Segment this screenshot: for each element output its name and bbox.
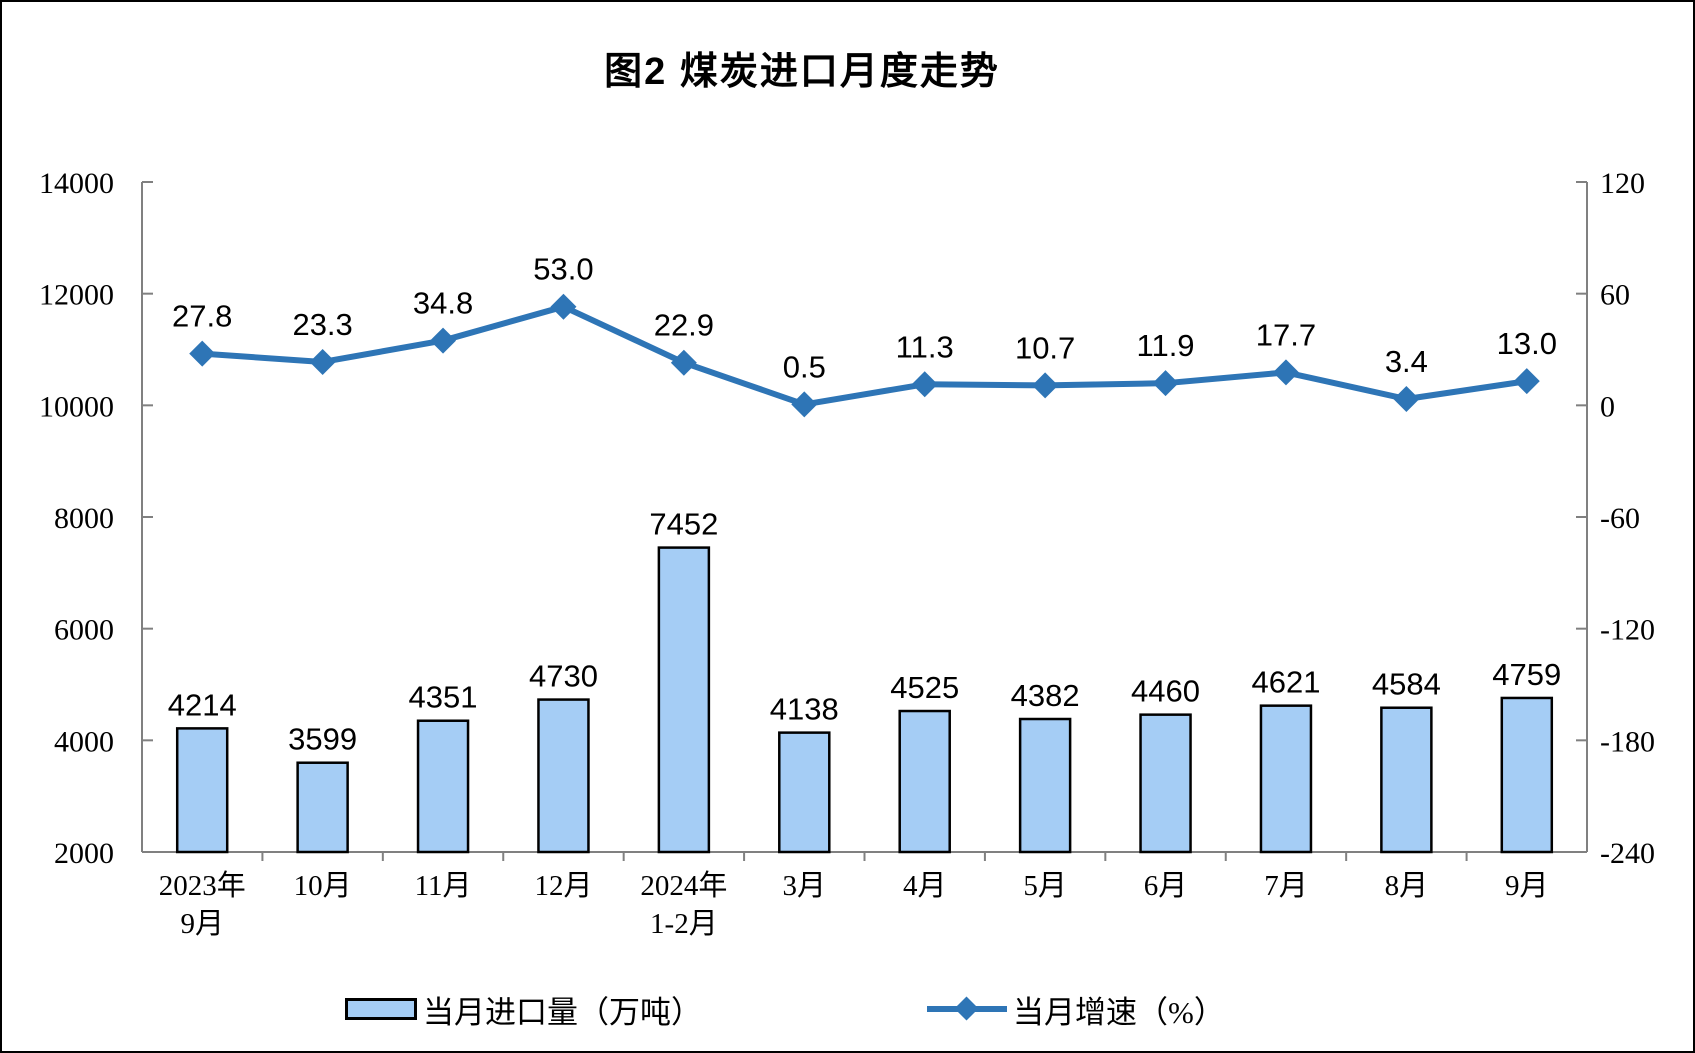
y-axis-left-tick-label: 6000 [54,614,114,647]
bar-value-label: 4460 [1131,674,1200,709]
line-value-label: 11.9 [1137,328,1195,363]
bar-value-label: 4525 [890,670,959,705]
x-tick-label: 6月 [1144,870,1188,902]
x-tick-label: 3月 [783,870,827,902]
bar-value-label: 4584 [1372,667,1441,702]
bar-value-label: 4214 [168,687,237,722]
bar [537,698,590,854]
line-marker-icon [1513,368,1540,395]
line-value-label: 0.5 [783,349,826,384]
bar [657,546,711,854]
legend-item-growth: 当月增速（%） [927,987,1225,1031]
legend-item-imports: 当月进口量（万吨） [345,987,702,1031]
bar-value-label: 3599 [288,722,357,757]
line-diamond-swatch-icon [927,996,1007,1022]
legend-label-imports: 当月进口量（万吨） [423,994,702,1030]
y-axis-right-tick-label: -240 [1600,837,1655,870]
line-value-label: 17.7 [1256,317,1316,352]
x-tick-label: 2023年 9月 [159,869,246,940]
y-axis-left-tick-label: 10000 [39,390,114,423]
line-value-label: 10.7 [1015,330,1075,365]
line-marker-icon [550,293,577,320]
line-value-label: 3.4 [1385,344,1428,379]
line-marker-icon [911,371,938,398]
bar [1018,717,1072,854]
legend: 当月进口量（万吨） 当月增速（%） [2,987,1693,1037]
line-marker-icon [430,327,457,354]
x-tick-label: 11月 [415,870,472,902]
bar-value-label: 4351 [409,680,478,715]
bar-value-label: 4382 [1011,678,1080,713]
y-axis-left-tick-label: 12000 [39,279,114,312]
bar [778,731,831,854]
line-value-label: 11.3 [896,329,954,364]
line-value-label: 23.3 [292,307,352,342]
legend-label-growth: 当月增速（%） [1013,994,1225,1030]
y-axis-right-tick-label: -180 [1600,725,1655,758]
bar-value-label: 4730 [529,659,598,694]
x-tick-label: 8月 [1385,870,1429,902]
bar [1259,704,1313,854]
y-axis-right-tick-label: 120 [1600,167,1645,200]
bar-swatch-icon [345,998,417,1020]
x-tick-label: 9月 [1505,870,1549,902]
y-axis-left-tick-label: 14000 [39,167,114,200]
y-axis-right-tick-label: 60 [1600,279,1630,312]
x-tick-label: 5月 [1023,870,1067,902]
line-value-label: 53.0 [533,252,593,287]
x-tick-label: 4月 [903,870,947,902]
line-marker-icon [1272,359,1299,386]
y-axis-left-tick-label: 4000 [54,725,114,758]
chart-title: 图2 煤炭进口月度走势 [604,51,1000,93]
line-marker-icon [791,391,818,418]
y-axis-left-tick-label: 8000 [54,502,114,535]
line-marker-icon [309,348,336,375]
bar [1500,696,1554,854]
line-marker-icon [1152,370,1179,397]
x-tick-label: 7月 [1264,870,1308,902]
line-value-label: 34.8 [413,286,473,321]
bar-value-label: 4621 [1251,665,1320,700]
bar-value-label: 4138 [770,692,839,727]
bar [175,727,229,854]
bar [1380,706,1433,854]
bar [296,761,349,854]
x-tick-label: 10月 [294,870,352,902]
y-axis-left-tick-label: 2000 [54,837,114,870]
line-marker-icon [1393,386,1420,413]
y-axis-right-tick-label: 0 [1600,390,1615,423]
line-marker-icon [189,340,216,367]
bar [898,709,951,854]
bar-value-label: 7452 [649,507,718,542]
bar-value-label: 4759 [1492,657,1561,692]
line-value-label: 22.9 [654,308,714,343]
x-tick-label: 2024年 1-2月 [640,869,727,940]
growth-line [199,303,1530,408]
line-value-label: 13.0 [1497,326,1557,361]
bar [1139,713,1192,854]
line-marker-icon [670,349,697,376]
bar [416,719,470,854]
line-marker-icon [1032,372,1059,399]
line-value-label: 27.8 [172,299,232,334]
y-axis-right-tick-label: -120 [1600,614,1655,647]
x-tick-label: 12月 [534,870,592,902]
y-axis-right-tick-label: -60 [1600,502,1640,535]
